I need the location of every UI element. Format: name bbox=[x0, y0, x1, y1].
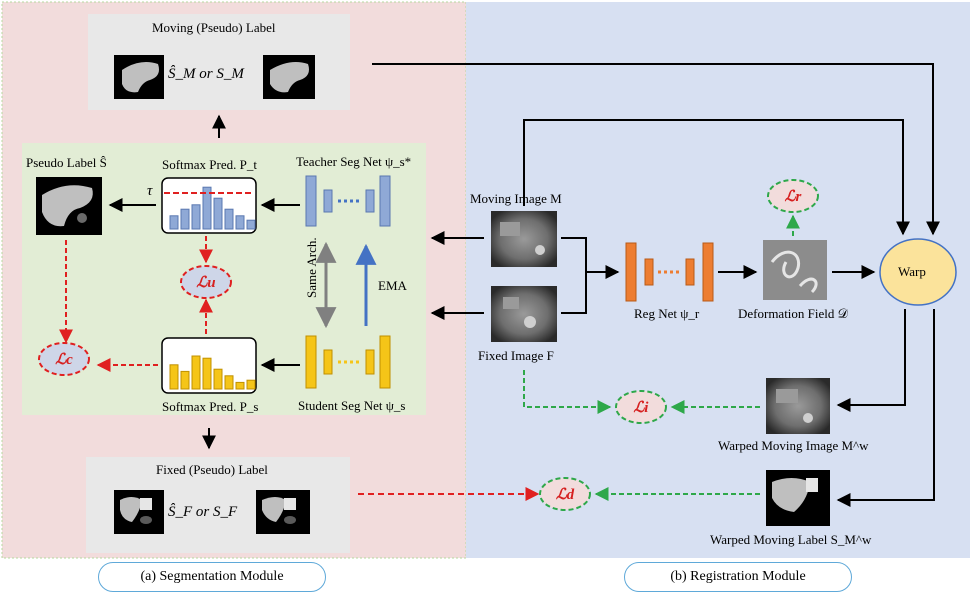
loss-c-oval bbox=[38, 342, 90, 376]
arrow-moving-to-warp bbox=[523, 119, 910, 236]
warp-node bbox=[879, 238, 957, 306]
arrow-warp-to-warped-label bbox=[836, 309, 935, 507]
student-histogram bbox=[169, 355, 256, 390]
teacher-softmax-caption: Softmax Pred. P_t bbox=[162, 157, 257, 172]
teacher-histogram bbox=[169, 186, 256, 230]
warped-moving-label-thumb bbox=[766, 470, 830, 526]
histogram-bar bbox=[213, 368, 223, 390]
pseudo-label-caption: Pseudo Label Ŝ bbox=[26, 155, 107, 170]
segmentation-module-label: (a) Segmentation Module bbox=[98, 562, 326, 592]
loss-u-oval bbox=[180, 265, 232, 299]
registration-module-label: (b) Registration Module bbox=[624, 562, 852, 592]
histogram-bar bbox=[235, 215, 245, 230]
warped-moving-label-caption: Warped Moving Label S_M^w bbox=[710, 532, 872, 547]
histogram-bar bbox=[169, 215, 179, 230]
warped-moving-image-caption: Warped Moving Image M^w bbox=[718, 438, 869, 453]
loss-c: ℒc bbox=[55, 352, 73, 368]
fixed-label-thumb-2 bbox=[256, 490, 310, 534]
moving-image-thumb bbox=[491, 211, 557, 267]
student-net-caption: Student Seg Net ψ_s bbox=[298, 398, 406, 413]
histogram-bar bbox=[213, 197, 223, 230]
loss-u: ℒu bbox=[196, 275, 216, 291]
moving-label-thumb bbox=[114, 55, 164, 99]
histogram-bar bbox=[246, 219, 256, 230]
histogram-bar bbox=[224, 375, 234, 390]
histogram-bar bbox=[202, 186, 212, 230]
loss-i: ℒi bbox=[633, 400, 649, 416]
teacher-net-caption: Teacher Seg Net ψ_s* bbox=[296, 154, 412, 169]
deformation-field-thumb bbox=[763, 240, 827, 300]
fixed-label-thumb bbox=[114, 490, 164, 534]
moving-label-formula: Ŝ_M or S_M bbox=[168, 66, 244, 82]
moving-image-caption: Moving Image M bbox=[470, 191, 562, 206]
histogram-bar bbox=[224, 208, 234, 230]
moving-label-thumb-2 bbox=[263, 55, 315, 99]
moving-label-title: Moving (Pseudo) Label bbox=[152, 20, 276, 35]
loss-d: ℒd bbox=[555, 487, 575, 503]
histogram-bar bbox=[202, 357, 212, 390]
reg-net bbox=[625, 242, 714, 302]
histogram-bar bbox=[191, 355, 201, 390]
fixed-label-title: Fixed (Pseudo) Label bbox=[156, 462, 268, 477]
histogram-bar bbox=[191, 204, 201, 230]
loss-r: ℒr bbox=[784, 189, 802, 205]
fixed-image-caption: Fixed Image F bbox=[478, 348, 554, 363]
deformation-field-caption: Deformation Field 𝒟 bbox=[738, 306, 849, 321]
fixed-image-thumb bbox=[491, 286, 557, 342]
loss-d-oval bbox=[539, 477, 591, 511]
arrow-moving-to-regnet bbox=[561, 237, 620, 279]
student-softmax-caption: Softmax Pred. P_s bbox=[162, 399, 259, 414]
reg-net-caption: Reg Net ψ_r bbox=[634, 306, 700, 321]
histogram-bar bbox=[169, 364, 179, 390]
arrow-fixed-to-regnet bbox=[561, 272, 587, 314]
loss-i-oval bbox=[615, 390, 667, 424]
arrow-fixed-to-li bbox=[523, 370, 612, 414]
arrow-warp-to-warped-image bbox=[836, 309, 906, 412]
histogram-bar bbox=[180, 370, 190, 390]
fixed-label-formula: Ŝ_F or S_F bbox=[168, 504, 238, 520]
histogram-bar bbox=[180, 208, 190, 230]
histogram-bar bbox=[246, 379, 256, 390]
warped-moving-image-thumb bbox=[766, 378, 830, 434]
loss-r-oval bbox=[767, 179, 819, 213]
histogram-bar bbox=[235, 381, 245, 390]
ema-label: EMA bbox=[378, 278, 407, 293]
warp-label: Warp bbox=[898, 264, 926, 279]
student-seg-net bbox=[305, 335, 391, 389]
same-arch-label: Same Arch. bbox=[304, 237, 319, 298]
pseudo-label-thumb bbox=[36, 177, 102, 235]
arrow-moving-label-to-warp bbox=[372, 63, 940, 236]
teacher-seg-net bbox=[305, 175, 391, 227]
tau-label: τ bbox=[147, 183, 153, 199]
